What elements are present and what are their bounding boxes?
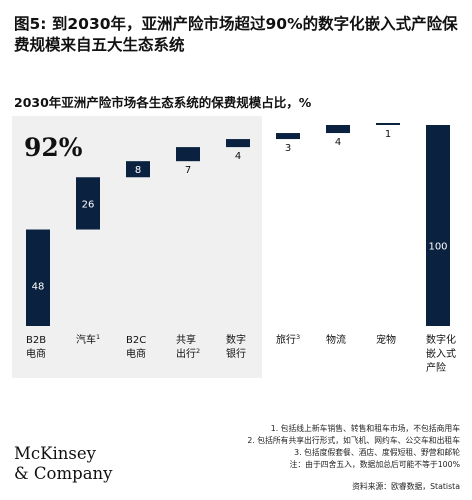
chart-subtitle: 2030年亚洲产险市场各生态系统的保费规模占比，%: [14, 95, 312, 110]
bars-group: 48 26 8 7 4 3 4 1 100: [26, 122, 450, 326]
bar-value-label-6: 3: [285, 143, 291, 154]
bar-value-label-2: 26: [82, 199, 95, 210]
bar-value-label-3: 8: [135, 165, 141, 176]
x-axis-labels: B2B 电商 汽车1 B2C 电商 共享出行2 数字银行 旅行3 物流 宠物 数字化嵌入式产险: [26, 333, 456, 374]
logo-line-2: & Company: [14, 464, 113, 483]
bar-8: [376, 122, 400, 125]
bar-value-label-9: 100: [428, 242, 447, 253]
bar-2: [76, 177, 100, 230]
footnotes: 1. 包括线上新车销售、转售和租车市场，不包括商用车 2. 包括所有共享出行形式…: [247, 423, 460, 471]
x-tick-label-8: 宠物: [376, 333, 396, 346]
chart-title: 图5: 到2030年，亚洲产险市场超过90%的数字化嵌入式产险保费规模来自五大生…: [14, 15, 458, 54]
x-tick-label-2: 汽车1: [76, 333, 100, 346]
bar-4: [176, 147, 200, 162]
mckinsey-logo: McKinsey & Company: [14, 444, 112, 484]
bar-7: [326, 125, 350, 134]
footnote-3: 3. 包括度假套餐、酒店、度假短租、野营和邮轮: [294, 448, 460, 457]
bar-9: [426, 125, 450, 326]
footnote-2: 2. 包括所有共享出行形式，如飞机、网约车、公交车和出租车: [247, 436, 460, 445]
source-note: 资料来源：欧睿数据，Statista: [352, 482, 460, 491]
x-tick-label-1: B2B 电商: [26, 335, 46, 360]
highlight-panel: [12, 116, 262, 378]
waterfall-chart: 48 26 8 7 4 3 4 1 100 B2B 电商 汽车1 B2C 电商 共享出行2 数字银行 旅行3 物…: [12, 116, 456, 378]
x-tick-label-9: 数字化嵌入式产险: [426, 333, 456, 374]
bar-5: [226, 139, 250, 148]
x-tick-label-5: 数字银行: [226, 333, 246, 360]
bar-value-label-4: 7: [185, 165, 191, 176]
bar-3: [126, 161, 150, 178]
x-tick-label-4: 共享出行2: [176, 333, 200, 360]
bar-1: [26, 229, 50, 326]
bar-6: [276, 133, 300, 140]
highlight-percentage: 92%: [24, 133, 83, 162]
footnote-1: 1. 包括线上新车销售、转售和租车市场，不包括商用车: [270, 424, 460, 433]
x-tick-label-6: 旅行3: [276, 333, 300, 346]
bar-value-label-5: 4: [235, 151, 241, 162]
x-tick-label-7: 物流: [326, 333, 346, 346]
bar-value-label-8: 1: [385, 129, 391, 140]
logo-line-1: McKinsey: [14, 444, 96, 463]
bar-value-label-1: 48: [32, 281, 45, 292]
footnote-note: 注：由于四舍五入，数据加总后可能不等于100%: [289, 460, 460, 469]
x-tick-label-3: B2C 电商: [126, 335, 146, 360]
bar-value-label-7: 4: [335, 137, 341, 148]
